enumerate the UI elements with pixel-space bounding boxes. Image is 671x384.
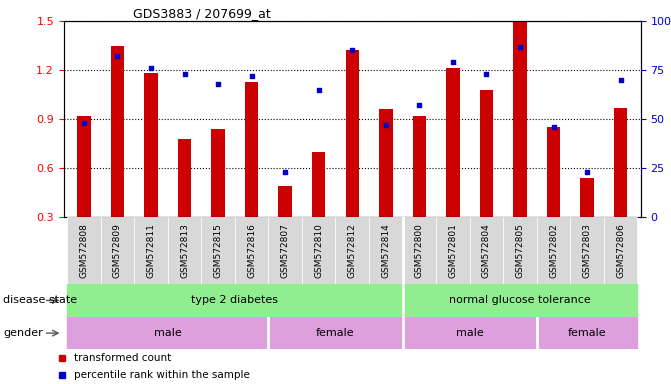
Text: GSM572805: GSM572805 [515, 223, 525, 278]
Text: GSM572804: GSM572804 [482, 223, 491, 278]
Bar [570, 217, 604, 284]
Bar [369, 217, 403, 284]
Text: GSM572800: GSM572800 [415, 223, 424, 278]
Bar [614, 108, 627, 217]
Bar [470, 217, 503, 284]
Bar [168, 217, 201, 284]
Bar [312, 152, 325, 217]
Bar [235, 217, 268, 284]
Bar [211, 129, 225, 217]
Bar [547, 127, 560, 217]
Bar [604, 217, 637, 284]
Text: disease state: disease state [3, 295, 77, 306]
Bar [413, 116, 426, 217]
Point [481, 71, 492, 77]
Text: type 2 diabetes: type 2 diabetes [191, 295, 278, 306]
Bar [178, 139, 191, 217]
Bar [111, 46, 124, 217]
Bar [346, 50, 359, 217]
Text: GSM572816: GSM572816 [247, 223, 256, 278]
Bar [268, 317, 403, 349]
Bar [302, 217, 336, 284]
Bar [268, 217, 302, 284]
Bar [436, 217, 470, 284]
Bar [503, 217, 537, 284]
Bar [201, 217, 235, 284]
Bar [134, 217, 168, 284]
Bar [480, 90, 493, 217]
Point [615, 77, 626, 83]
Text: GSM572810: GSM572810 [314, 223, 323, 278]
Text: GSM572815: GSM572815 [213, 223, 223, 278]
Text: GSM572807: GSM572807 [280, 223, 290, 278]
Bar [537, 317, 637, 349]
Text: GSM572808: GSM572808 [79, 223, 89, 278]
Bar [513, 21, 527, 217]
Bar [67, 217, 101, 284]
Point [448, 59, 458, 65]
Bar [403, 217, 436, 284]
Point [548, 124, 559, 130]
Text: GSM572813: GSM572813 [180, 223, 189, 278]
Bar [278, 186, 292, 217]
Bar [77, 116, 91, 217]
Bar [101, 217, 134, 284]
Bar [67, 317, 268, 349]
Text: GSM572809: GSM572809 [113, 223, 122, 278]
Point [246, 73, 257, 79]
Text: gender: gender [3, 328, 43, 338]
Text: male: male [154, 328, 182, 338]
Point [347, 47, 358, 53]
Bar [336, 217, 369, 284]
Bar [537, 217, 570, 284]
Text: female: female [316, 328, 355, 338]
Bar [403, 284, 637, 317]
Text: GSM572806: GSM572806 [616, 223, 625, 278]
Bar [580, 178, 594, 217]
Point [213, 81, 223, 87]
Bar [379, 109, 393, 217]
Bar [403, 317, 537, 349]
Text: GSM572811: GSM572811 [146, 223, 156, 278]
Point [280, 169, 291, 175]
Bar [245, 81, 258, 217]
Text: transformed count: transformed count [74, 353, 171, 363]
Text: male: male [456, 328, 484, 338]
Bar [67, 284, 403, 317]
Bar [144, 73, 158, 217]
Bar [446, 68, 460, 217]
Text: female: female [568, 328, 607, 338]
Text: GSM572802: GSM572802 [549, 223, 558, 278]
Point [179, 71, 190, 77]
Point [313, 87, 324, 93]
Text: GSM572814: GSM572814 [381, 223, 391, 278]
Text: GSM572812: GSM572812 [348, 223, 357, 278]
Point [515, 43, 525, 50]
Text: normal glucose tolerance: normal glucose tolerance [449, 295, 591, 306]
Point [582, 169, 592, 175]
Point [380, 122, 391, 128]
Point [146, 65, 156, 71]
Point [112, 53, 123, 60]
Text: GSM572803: GSM572803 [582, 223, 592, 278]
Point [414, 102, 425, 108]
Text: GDS3883 / 207699_at: GDS3883 / 207699_at [133, 7, 270, 20]
Text: percentile rank within the sample: percentile rank within the sample [74, 370, 250, 381]
Point [79, 120, 89, 126]
Text: GSM572801: GSM572801 [448, 223, 458, 278]
